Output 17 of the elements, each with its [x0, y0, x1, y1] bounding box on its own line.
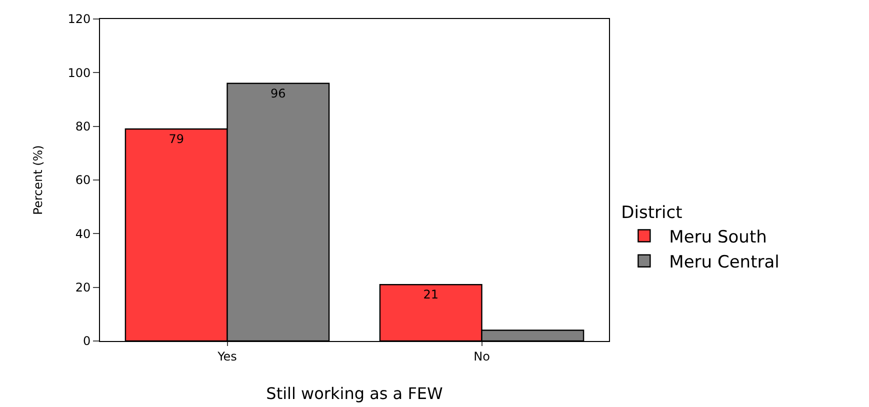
- data-label: 96: [270, 86, 286, 100]
- y-tick-label: 60: [75, 173, 91, 188]
- x-tick-label: Yes: [216, 349, 237, 364]
- y-tick-label: 100: [68, 66, 91, 80]
- y-tick-label: 80: [75, 120, 91, 134]
- x-axis-title: Still working as a FEW: [266, 384, 443, 404]
- y-tick-label: 0: [82, 334, 91, 348]
- data-label: 21: [423, 288, 438, 302]
- y-tick-label: 120: [68, 12, 91, 26]
- legend-title: District: [621, 203, 683, 224]
- data-label: 79: [168, 132, 184, 146]
- legend-label: Meru South: [669, 227, 767, 248]
- y-axis-title: Percent (%): [30, 145, 45, 215]
- y-tick-label: 40: [75, 226, 91, 241]
- y-tick-label: 20: [75, 280, 91, 295]
- legend-label: Meru Central: [669, 252, 780, 272]
- x-tick-label: No: [474, 349, 490, 364]
